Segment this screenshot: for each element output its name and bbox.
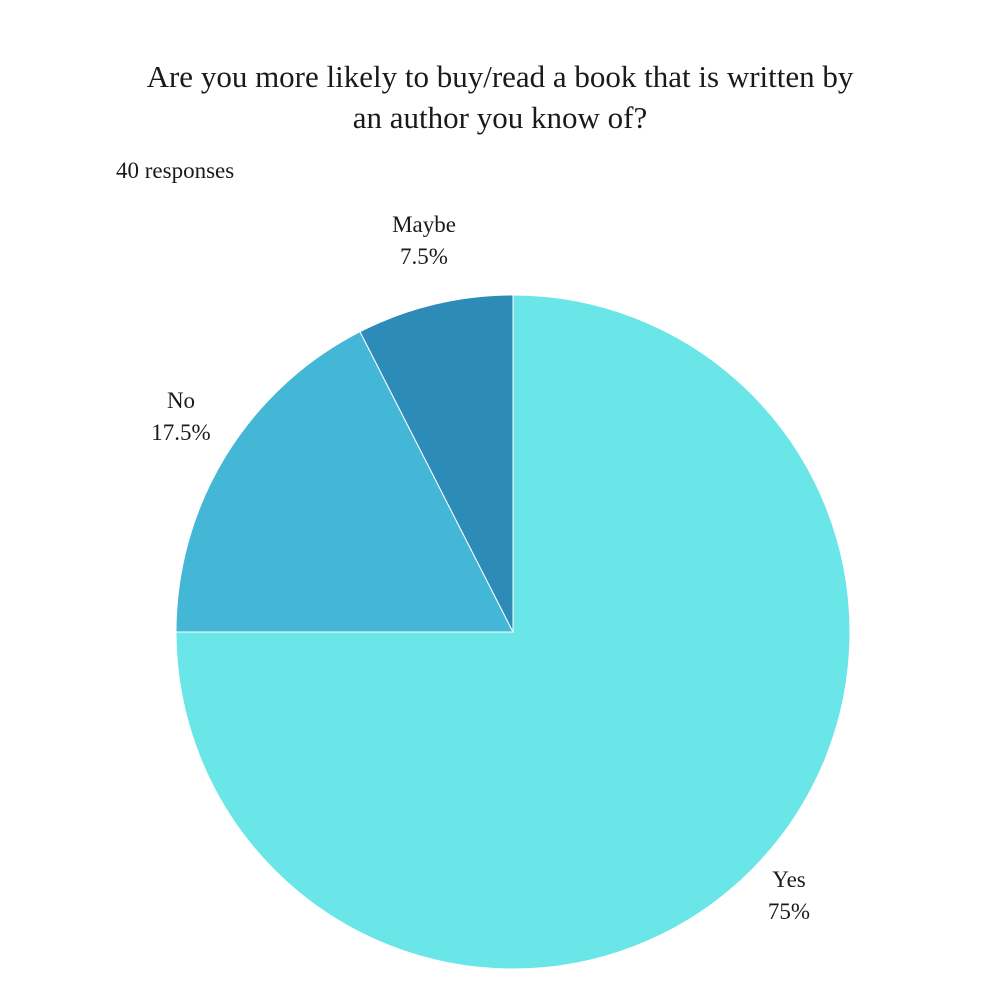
slice-label-maybe: Maybe bbox=[392, 212, 456, 237]
slice-label-no: No bbox=[167, 388, 195, 413]
pie-slice-maybe bbox=[359, 294, 514, 633]
response-count: 40 responses bbox=[116, 158, 235, 183]
slice-percent-maybe: 7.5% bbox=[400, 244, 448, 269]
chart-title-line-2: an author you know of? bbox=[352, 100, 648, 135]
slice-percent-yes: 75% bbox=[768, 899, 810, 924]
pie-slice-yes bbox=[175, 294, 851, 970]
pie-slice-no bbox=[175, 331, 514, 633]
slice-percent-no: 17.5% bbox=[151, 420, 210, 445]
chart-title: Are you more likely to buy/read a book t… bbox=[100, 56, 900, 138]
chart-title-line-1: Are you more likely to buy/read a book t… bbox=[146, 59, 854, 94]
slice-label-yes: Yes bbox=[772, 867, 806, 892]
